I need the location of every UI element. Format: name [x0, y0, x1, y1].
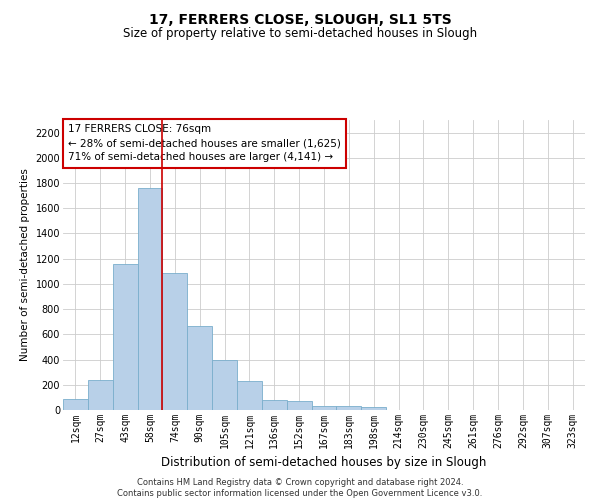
- Text: Size of property relative to semi-detached houses in Slough: Size of property relative to semi-detach…: [123, 28, 477, 40]
- Bar: [212, 360, 237, 410]
- Bar: [113, 264, 137, 410]
- Bar: [63, 398, 88, 410]
- Bar: [187, 326, 212, 410]
- Bar: [287, 400, 311, 410]
- Bar: [311, 406, 337, 410]
- Text: 17 FERRERS CLOSE: 76sqm
← 28% of semi-detached houses are smaller (1,625)
71% of: 17 FERRERS CLOSE: 76sqm ← 28% of semi-de…: [68, 124, 341, 162]
- Bar: [137, 188, 163, 410]
- Bar: [337, 406, 361, 410]
- Bar: [88, 380, 113, 410]
- X-axis label: Distribution of semi-detached houses by size in Slough: Distribution of semi-detached houses by …: [161, 456, 487, 469]
- Y-axis label: Number of semi-detached properties: Number of semi-detached properties: [20, 168, 30, 362]
- Bar: [237, 381, 262, 410]
- Bar: [262, 400, 287, 410]
- Bar: [361, 408, 386, 410]
- Bar: [163, 272, 187, 410]
- Text: Contains HM Land Registry data © Crown copyright and database right 2024.
Contai: Contains HM Land Registry data © Crown c…: [118, 478, 482, 498]
- Text: 17, FERRERS CLOSE, SLOUGH, SL1 5TS: 17, FERRERS CLOSE, SLOUGH, SL1 5TS: [149, 12, 451, 26]
